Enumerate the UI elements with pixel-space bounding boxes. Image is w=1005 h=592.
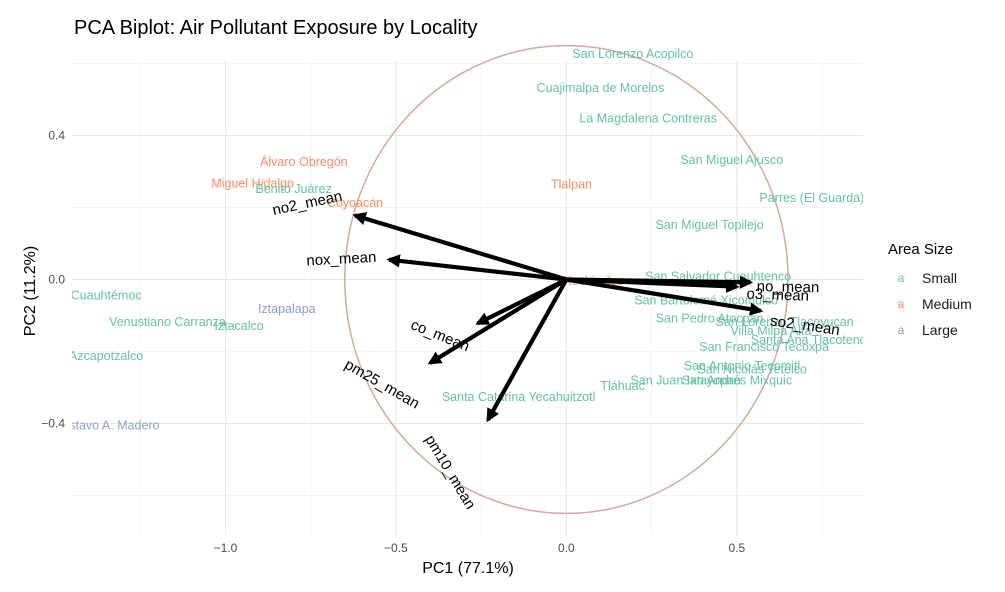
point-label: San Andrés Mixquic xyxy=(682,373,792,387)
point-label: San Pedro Atocpan xyxy=(656,311,764,325)
grid xyxy=(72,60,863,535)
point-label: Benito Juárez xyxy=(255,182,331,196)
point-label: Venustiano Carranza xyxy=(109,315,226,329)
x-tick-label: 0.5 xyxy=(729,541,746,555)
x-tick-label: −0.5 xyxy=(384,541,408,555)
legend-title: Area Size xyxy=(888,241,953,258)
legend-label: Small xyxy=(922,270,957,286)
point-label: Cuajimalpa de Morelos xyxy=(537,81,665,95)
point-label: Cuauhtémoc xyxy=(71,288,142,302)
y-tick-label: 0.0 xyxy=(48,273,65,287)
legend-key: a xyxy=(898,271,905,285)
point-label: San Antonio Tecomitl xyxy=(684,359,801,373)
point-label: San Juan Ixtayopan xyxy=(630,373,741,387)
loading-arrow xyxy=(352,212,567,282)
point-label: Gustavo A. Madero xyxy=(53,419,160,433)
x-axis-title: PC1 (77.1%) xyxy=(422,560,514,577)
point-label: San Francisco Tecoxpa xyxy=(699,340,829,354)
point-label: Villa Milpa Alta xyxy=(730,324,811,338)
axis-ticks: −1.0 −0.5 0.0 0.5 −0.4 0.0 0.4 xyxy=(41,129,745,555)
chart-title: PCA Biplot: Air Pollutant Exposure by Lo… xyxy=(74,17,478,39)
point-label: La Magdalena Contreras xyxy=(579,111,717,125)
point-label: San Nicolás Tetelco xyxy=(697,362,807,376)
point-label: Azcapotzalco xyxy=(69,349,143,363)
y-tick-label: 0.4 xyxy=(48,129,65,143)
point-label: Parres (El Guarda) xyxy=(759,191,864,205)
point-label: San Miguel Topilejo xyxy=(655,218,763,232)
x-tick-label: −1.0 xyxy=(214,541,238,555)
loading-arrow xyxy=(486,278,569,423)
loading-arrow xyxy=(566,277,740,293)
legend-key: a xyxy=(898,323,905,337)
loading-label: o3_mean xyxy=(746,286,809,305)
loading-label: co_mean xyxy=(408,316,472,355)
correlation-circle xyxy=(344,44,789,515)
legend-label: Medium xyxy=(922,296,972,312)
point-label: San Lorenzo Tlacoyucan xyxy=(716,315,854,329)
point-label: Iztapalapa xyxy=(258,302,316,316)
point-label: Tlalpan xyxy=(551,178,592,192)
loading-arrow xyxy=(427,277,568,365)
point-label: Álvaro Obregón xyxy=(260,154,348,169)
loading-label: pm10_mean xyxy=(421,432,479,512)
legend: Area Size a Small a Medium a Large xyxy=(888,241,972,338)
loading-label: no_mean xyxy=(757,278,820,296)
legend-label: Large xyxy=(922,322,958,338)
point-label: Coyoacán xyxy=(327,196,383,210)
loading-arrow xyxy=(566,277,764,316)
loading-label: pm25_mean xyxy=(342,356,423,412)
y-tick-label: −0.4 xyxy=(41,416,65,430)
point-label: Tláhuac xyxy=(600,379,644,393)
legend-key: a xyxy=(898,297,905,311)
correlation-circle-layer xyxy=(344,44,789,515)
points-layer: San Lorenzo Acopilco Cuajimalpa de Morelo… xyxy=(53,47,873,433)
point-label: San Miguel Ajusco xyxy=(680,153,783,167)
point-label: Santa Ana Tlacotenco xyxy=(751,333,873,347)
loadings-layer: no2_meannox_meanco_meanpm25_meanpm10_mea… xyxy=(271,188,841,513)
x-tick-label: 0.0 xyxy=(558,541,575,555)
loading-arrow xyxy=(386,254,567,282)
point-label: Santa Catarina Yecahuitzotl xyxy=(442,390,596,404)
loading-label: nox_mean xyxy=(306,249,377,270)
point-label: Miguel Hidalgo xyxy=(211,176,294,190)
point-label: San Lorenzo Acopilco xyxy=(572,47,693,61)
legend-entries: a Small a Medium a Large xyxy=(898,270,972,338)
point-label: Iztacalco xyxy=(214,319,263,333)
y-axis-title: PC2 (11.2%) xyxy=(22,246,39,336)
